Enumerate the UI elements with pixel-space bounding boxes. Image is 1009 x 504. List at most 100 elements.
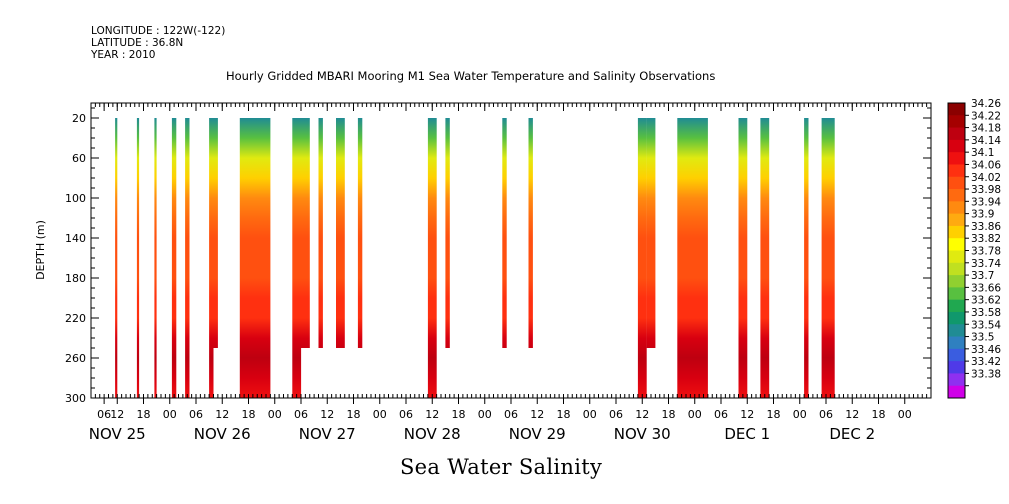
x-hour-label: 06 [609, 408, 623, 421]
observation-column [292, 118, 302, 398]
observation-column [677, 118, 708, 398]
colorbar-label: 33.94 [971, 196, 1001, 208]
x-hour-label: 18 [872, 408, 886, 421]
observation-column [445, 118, 450, 348]
colorbar-swatch [948, 103, 965, 116]
colorbar-swatch [948, 152, 965, 165]
x-hour-label: 18 [662, 408, 676, 421]
colorbar-swatch [948, 250, 965, 264]
colorbar-label: 33.82 [971, 233, 1001, 245]
colorbar-swatch [948, 287, 965, 301]
colorbar-label: 33.42 [971, 356, 1001, 368]
colorbar-label: 34.14 [971, 135, 1001, 147]
x-hour-label: 06 [294, 408, 308, 421]
colorbar-swatch [948, 385, 965, 399]
x-day-label: NOV 30 [614, 425, 671, 443]
observation-column [318, 118, 323, 348]
x-day-label: DEC 2 [829, 425, 875, 443]
observation-column [209, 118, 214, 398]
observation-column [239, 118, 271, 398]
plot-area [115, 118, 835, 398]
x-hour-label: 06 [714, 408, 728, 421]
x-day-label: NOV 28 [404, 425, 461, 443]
x-hour-label: 00 [373, 408, 387, 421]
variable-title: Sea Water Salinity [400, 455, 603, 479]
chart-title: Hourly Gridded MBARI Mooring M1 Sea Wate… [226, 69, 716, 83]
colorbar-swatch [948, 225, 965, 239]
x-hour-label: 18 [557, 408, 571, 421]
colorbar-label: 33.5 [971, 332, 994, 344]
colorbar-swatch [948, 201, 965, 215]
y-tick-label: 20 [72, 112, 86, 125]
x-hour-label: 12 [320, 408, 334, 421]
y-tick-label: 260 [65, 352, 86, 365]
colorbar-swatch [948, 336, 965, 350]
observation-column [821, 118, 835, 398]
x-hour-label: 12 [635, 408, 649, 421]
colorbar-swatch [948, 348, 965, 362]
observation-column [336, 118, 345, 348]
colorbar-label: 33.62 [971, 295, 1001, 307]
observation-column [502, 118, 507, 348]
observation-column [637, 118, 647, 398]
x-hour-label: 00 [898, 408, 912, 421]
x-hour-label: 12 [110, 408, 124, 421]
colorbar-label: 33.66 [971, 282, 1001, 294]
x-day-label: NOV 25 [89, 425, 146, 443]
observation-column [154, 118, 157, 398]
observation-column [760, 118, 770, 398]
y-tick-label: 300 [65, 392, 86, 405]
x-day-label: NOV 26 [194, 425, 251, 443]
colorbar-swatch [948, 324, 965, 337]
y-tick-label: 220 [65, 312, 86, 325]
colorbar-swatch [948, 361, 965, 374]
longitude-label: LONGITUDE : 122W(-122) [91, 25, 226, 37]
colorbar-swatch [948, 115, 965, 128]
x-hour-label: 06 [819, 408, 833, 421]
observation-column [804, 118, 809, 398]
colorbar-label: 34.06 [971, 160, 1001, 172]
colorbar-label: 33.98 [971, 184, 1001, 196]
observation-column [301, 118, 310, 348]
colorbar-swatch [948, 238, 965, 251]
observation-column [185, 118, 190, 398]
colorbar-swatch [948, 213, 965, 227]
colorbar-swatch [948, 262, 965, 276]
colorbar-label: 34.22 [971, 110, 1001, 122]
colorbar-swatch [948, 127, 965, 141]
colorbar-swatch [948, 373, 965, 387]
colorbar-swatch [948, 176, 965, 190]
observation-column [213, 118, 218, 348]
colorbar-label: 34.26 [971, 98, 1001, 110]
colorbar-label: 33.74 [971, 258, 1001, 270]
x-day-label: NOV 27 [299, 425, 356, 443]
x-hour-label: 12 [740, 408, 754, 421]
x-hour-label: 06 [189, 408, 203, 421]
x-hour-label: 00 [163, 408, 177, 421]
observation-column [738, 118, 748, 398]
x-hour-label: 18 [347, 408, 361, 421]
colorbar-swatch [948, 275, 965, 288]
year-label: YEAR : 2010 [91, 49, 156, 61]
colorbar-label: 33.7 [971, 270, 994, 282]
x-hour-label: 00 [793, 408, 807, 421]
observation-column [357, 118, 363, 348]
x-hour-label: 06 [399, 408, 413, 421]
x-hour-label: 00 [268, 408, 282, 421]
observation-column [528, 118, 533, 348]
x-hour-label: 00 [478, 408, 492, 421]
colorbar: 34.2634.2234.1834.1434.134.0634.0233.983… [947, 98, 1001, 399]
y-tick-label: 140 [65, 232, 86, 245]
colorbar-label: 33.58 [971, 307, 1001, 319]
y-tick-label: 100 [65, 192, 86, 205]
colorbar-label: 34.18 [971, 123, 1001, 135]
colorbar-swatch [948, 311, 965, 325]
x-hour-label: 18 [242, 408, 256, 421]
colorbar-label: 33.78 [971, 246, 1001, 258]
colorbar-swatch [948, 299, 965, 313]
x-day-label: NOV 29 [509, 425, 566, 443]
y-tick-label: 180 [65, 272, 86, 285]
x-hour-label: 06 [97, 408, 111, 421]
